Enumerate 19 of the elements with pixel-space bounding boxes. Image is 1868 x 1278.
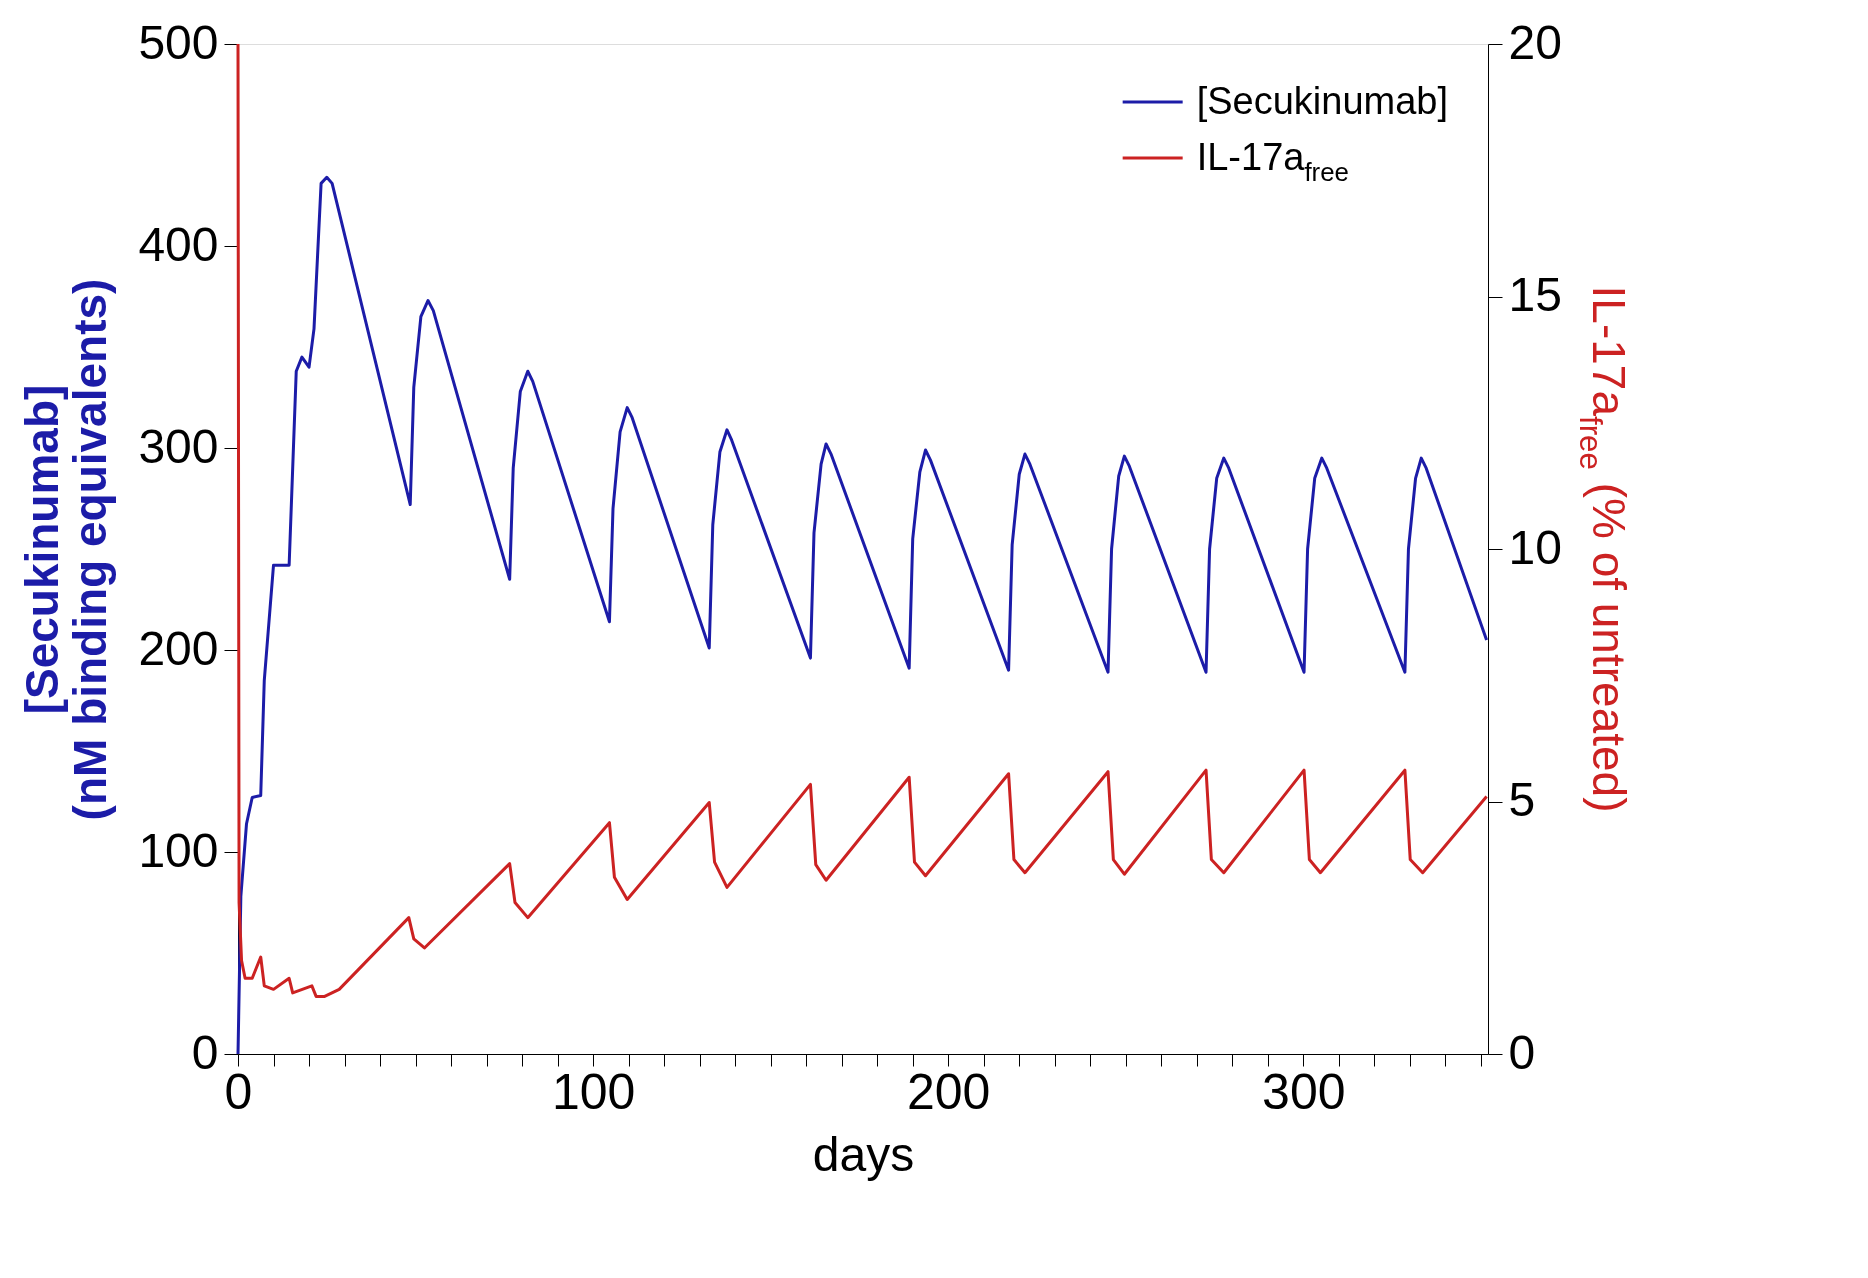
y-tick-label: 100 [138,823,219,877]
line-series [236,42,1489,998]
x-tick-label: 300 [1262,1063,1346,1120]
x-tick-label: 100 [551,1063,636,1120]
x-axis-title: days [812,1127,915,1181]
y-tick-label: 500 [138,15,219,69]
y2-tick-label: 10 [1508,520,1562,574]
x-tick-label: 200 [907,1063,991,1120]
y2-tick-label: 15 [1508,268,1562,321]
y-tick-label: 200 [138,621,219,675]
y-tick-label: 400 [138,217,219,271]
legend-label: [Secukinumab] [1196,80,1449,122]
text: [Secukinumab] [16,384,69,715]
y2-tick-label: 5 [1508,773,1536,826]
y2-tick-label: 0 [1508,1025,1536,1079]
y-tick-label: 300 [138,419,219,473]
y2-tick-label: 20 [1508,15,1562,69]
y-tick-label: 0 [191,1025,219,1079]
y2-axis-title: IL-17afree (% of untreated) [1573,285,1635,813]
